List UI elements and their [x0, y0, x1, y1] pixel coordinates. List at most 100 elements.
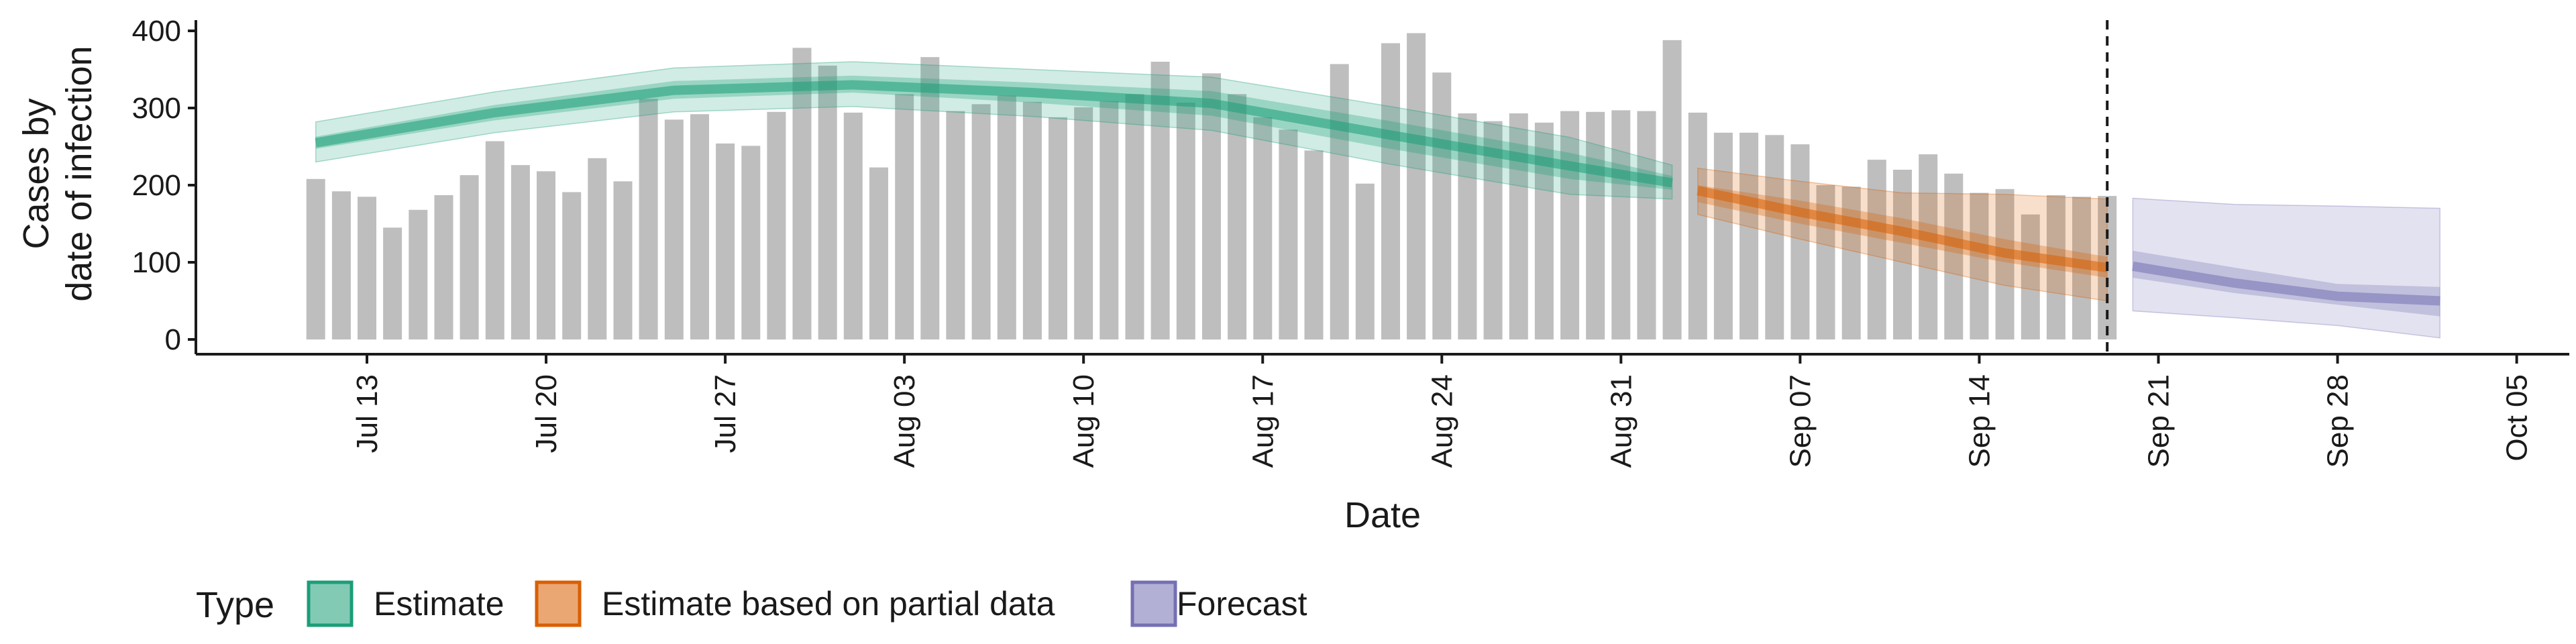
y-tick-label: 100 — [132, 246, 181, 279]
bar — [1228, 94, 1247, 340]
x-tick-label: Jul 20 — [530, 374, 563, 453]
y-tick-label: 0 — [165, 323, 181, 356]
bar — [1611, 110, 1631, 339]
bands-layer — [315, 61, 2440, 339]
x-tick-label: Sep 14 — [1963, 374, 1996, 468]
bar — [1407, 33, 1426, 340]
bar — [1944, 173, 1964, 340]
bar — [1279, 129, 1298, 339]
bar — [1662, 40, 1682, 340]
bar — [1790, 144, 1810, 339]
bar — [869, 167, 888, 339]
x-tick-label: Sep 07 — [1784, 374, 1817, 468]
bars-layer — [306, 33, 2117, 340]
legend: Type Estimate Estimate based on partial … — [196, 580, 1307, 627]
legend-label-forecast: Forecast — [1177, 585, 1307, 623]
axes-layer: 0 100 200 300 400 Jul 13 Jul 20 Jul 27 Aug 03 Aug… — [132, 15, 2569, 468]
bar — [818, 65, 837, 340]
bar — [1150, 62, 1170, 339]
bar — [306, 178, 325, 339]
bar — [1304, 150, 1324, 340]
bar — [664, 119, 684, 340]
bar — [1637, 111, 1656, 339]
bar — [1253, 117, 1273, 340]
bar — [1713, 132, 1733, 340]
bar — [1893, 170, 1912, 339]
x-tick-label: Sep 28 — [2322, 374, 2355, 468]
bar — [562, 192, 582, 339]
bar — [741, 146, 761, 339]
bar — [331, 191, 351, 339]
bar — [792, 48, 812, 340]
legend-key-estimate — [307, 580, 354, 627]
bar — [946, 111, 965, 339]
bar — [690, 114, 709, 339]
bar — [1739, 132, 1759, 340]
bar — [2021, 214, 2040, 339]
bar — [1867, 160, 1886, 339]
band-outer-forecast — [2132, 197, 2440, 339]
x-tick-label: Aug 10 — [1067, 374, 1100, 468]
bar — [1919, 154, 1938, 339]
bar — [1381, 43, 1400, 340]
bar — [1022, 101, 1042, 340]
bar — [639, 99, 658, 339]
x-tick-label: Oct 05 — [2501, 374, 2534, 462]
x-tick-label: Aug 03 — [888, 374, 921, 468]
bar — [767, 111, 786, 340]
y-axis-title-line2: date of infection — [59, 46, 99, 301]
bar — [1125, 94, 1144, 340]
bar — [409, 209, 428, 339]
bar — [434, 195, 453, 339]
bar — [997, 95, 1016, 339]
y-axis-title-line1: Cases by — [16, 98, 56, 249]
x-tick-label: Aug 24 — [1426, 374, 1458, 468]
bar — [920, 57, 940, 339]
bar — [1176, 103, 1195, 339]
x-tick-label: Jul 13 — [351, 374, 384, 453]
y-tick-label: 300 — [132, 92, 181, 125]
bar — [1995, 189, 2015, 340]
legend-key-forecast — [1130, 580, 1177, 627]
x-tick-label: Jul 27 — [709, 374, 742, 453]
bar — [2046, 195, 2065, 339]
bar — [537, 171, 555, 339]
bar — [1432, 72, 1452, 339]
bar — [971, 104, 991, 340]
bar — [511, 165, 530, 339]
bar — [1816, 185, 1835, 339]
bar — [1586, 111, 1605, 340]
median-line-estimate-based-on-partial-data — [1697, 186, 2108, 273]
bar — [716, 143, 735, 339]
legend-key-partial — [535, 580, 582, 627]
median-line-forecast — [2132, 261, 2440, 306]
x-tick-label: Aug 17 — [1246, 374, 1279, 468]
bar — [460, 175, 479, 339]
bar — [1330, 64, 1349, 339]
bar — [1970, 193, 1989, 339]
bar — [588, 158, 607, 340]
bar — [1074, 107, 1093, 339]
legend-title: Type — [196, 585, 274, 625]
bar — [1509, 113, 1528, 339]
median-line-estimate — [315, 80, 1673, 188]
legend-label-estimate: Estimate — [374, 585, 504, 623]
bar — [1841, 186, 1861, 339]
bar — [1688, 112, 1707, 339]
y-tick-label: 400 — [132, 15, 181, 48]
bar — [1355, 183, 1375, 339]
bar — [1560, 111, 1580, 339]
bar — [1099, 101, 1119, 339]
bar — [358, 197, 376, 340]
y-tick-label: 200 — [132, 169, 181, 202]
bar — [895, 94, 914, 340]
bar — [383, 227, 402, 340]
x-axis-title: Date — [1344, 495, 1421, 535]
bar — [843, 112, 863, 339]
bar — [1049, 117, 1067, 340]
legend-label-partial: Estimate based on partial data — [602, 585, 1055, 623]
bar — [1202, 73, 1221, 340]
bar — [485, 141, 504, 339]
bar — [613, 181, 633, 340]
